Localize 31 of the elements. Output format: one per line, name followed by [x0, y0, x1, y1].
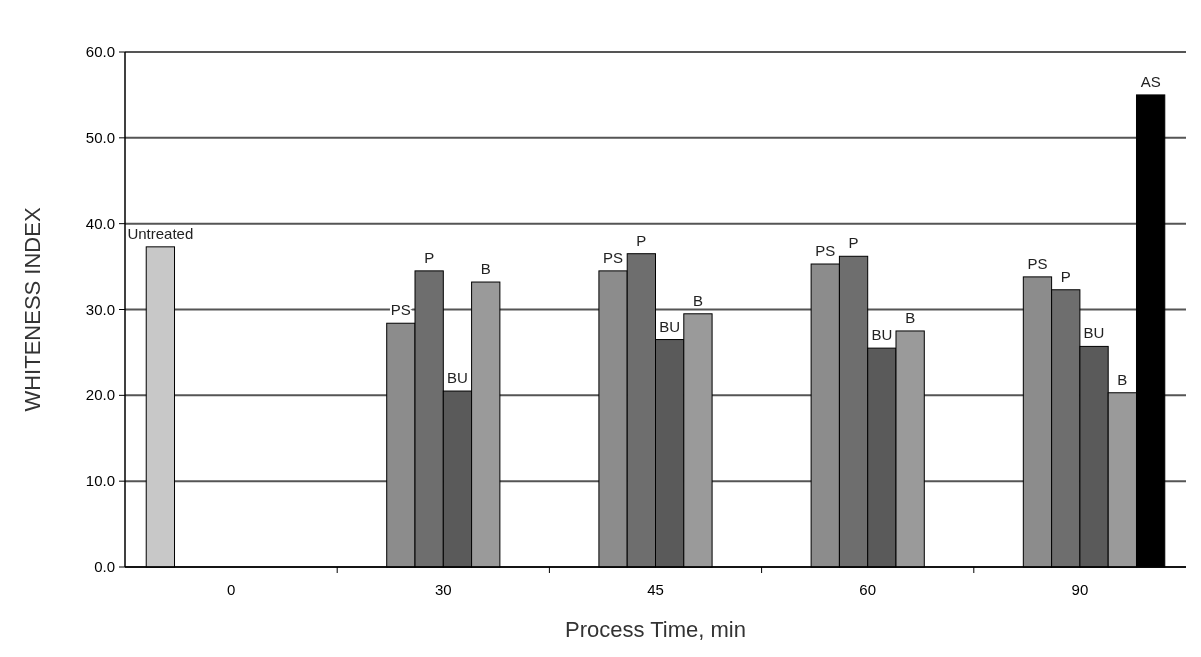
text: B: [1117, 370, 1128, 388]
x-tick-label: 45: [647, 581, 664, 598]
x-axis-title: Process Time, min: [565, 617, 746, 642]
text: PS: [1027, 254, 1048, 272]
y-tick-label: 10.0: [85, 472, 115, 490]
text: B: [692, 291, 703, 309]
series-label: BU: [447, 369, 468, 387]
text: PS: [815, 242, 836, 260]
x-tick-label: 60: [859, 581, 877, 598]
y-tick-label: 60.0: [85, 43, 115, 60]
series-label: B: [480, 260, 491, 278]
y-tick-label: 30.0: [85, 300, 115, 318]
x-tick-label: 30: [434, 581, 452, 598]
y-axis-title: WHITENESS INDEX: [20, 207, 45, 412]
x-tick-label: 90: [1071, 581, 1089, 598]
x-tick-label: 0: [226, 581, 236, 598]
y-tick-label: 50.0: [85, 128, 115, 146]
y-tick-label: 40.0: [85, 214, 115, 232]
text: BU: [871, 326, 893, 344]
text: P: [1060, 267, 1071, 285]
text: BU: [659, 317, 681, 335]
series-label: AS: [1140, 72, 1161, 90]
y-tick-label: 20.0: [85, 386, 115, 404]
series-label: P: [848, 234, 859, 252]
text: P: [424, 248, 435, 266]
y-tick-label: 0.0: [94, 558, 115, 575]
series-label: Untreated: [127, 224, 194, 242]
text: B: [905, 308, 916, 326]
text: P: [636, 231, 647, 249]
text: PS: [603, 248, 624, 266]
text: BU: [1083, 324, 1105, 342]
